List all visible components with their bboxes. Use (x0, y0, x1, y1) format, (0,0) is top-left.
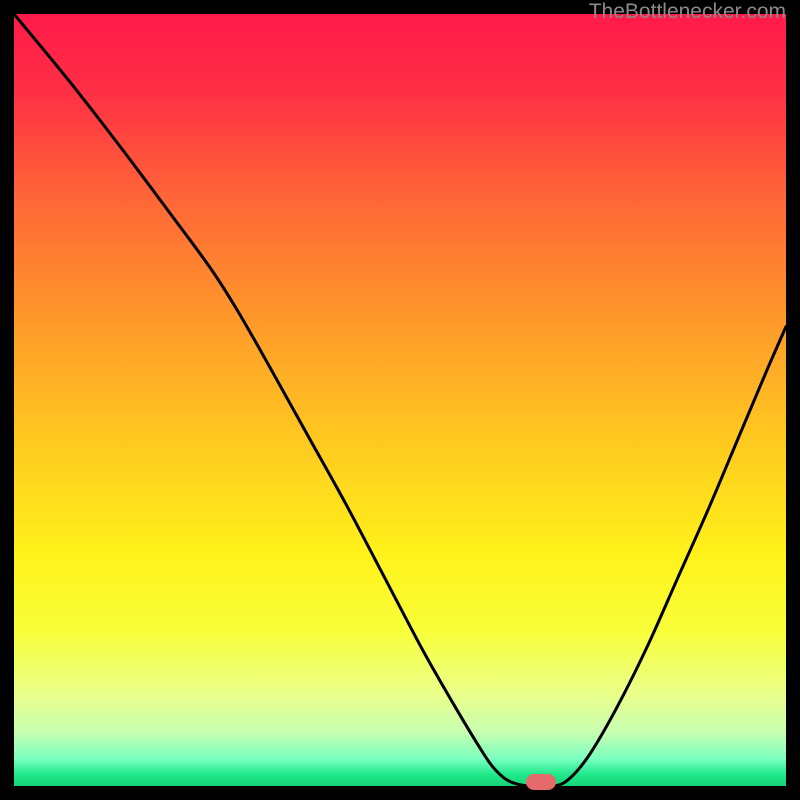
watermark-text: TheBottlenecker.com (589, 0, 786, 24)
bottleneck-curve (14, 14, 786, 786)
chart-frame: TheBottlenecker.com (0, 0, 800, 800)
optimal-point-marker (526, 774, 556, 790)
plot-area (14, 14, 786, 786)
